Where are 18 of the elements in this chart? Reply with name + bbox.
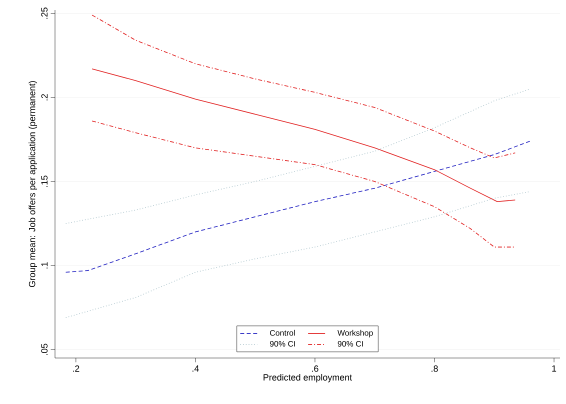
- x-tick-label: .8: [432, 365, 438, 372]
- x-tick-label: .4: [192, 365, 199, 372]
- y-tick-label: .1: [41, 262, 48, 268]
- y-tick-label: .2: [41, 94, 48, 100]
- x-tick-label: 1: [552, 365, 556, 372]
- line-series: [92, 14, 516, 158]
- line-series: [92, 120, 516, 248]
- y-tick-label: .05: [41, 344, 48, 356]
- y-tick-label: .15: [41, 176, 48, 187]
- y-axis-title: Group mean: Job offers per application (permanent): [28, 81, 38, 288]
- x-axis-title: Predicted employment: [264, 374, 352, 382]
- line-series: [92, 68, 516, 202]
- line-series: [65, 140, 531, 273]
- line-series: [65, 88, 531, 224]
- x-tick-label: .2: [72, 365, 80, 372]
- x-tick-label: .6: [312, 365, 318, 372]
- line-series: [65, 191, 531, 318]
- y-tick-label: .25: [41, 8, 48, 19]
